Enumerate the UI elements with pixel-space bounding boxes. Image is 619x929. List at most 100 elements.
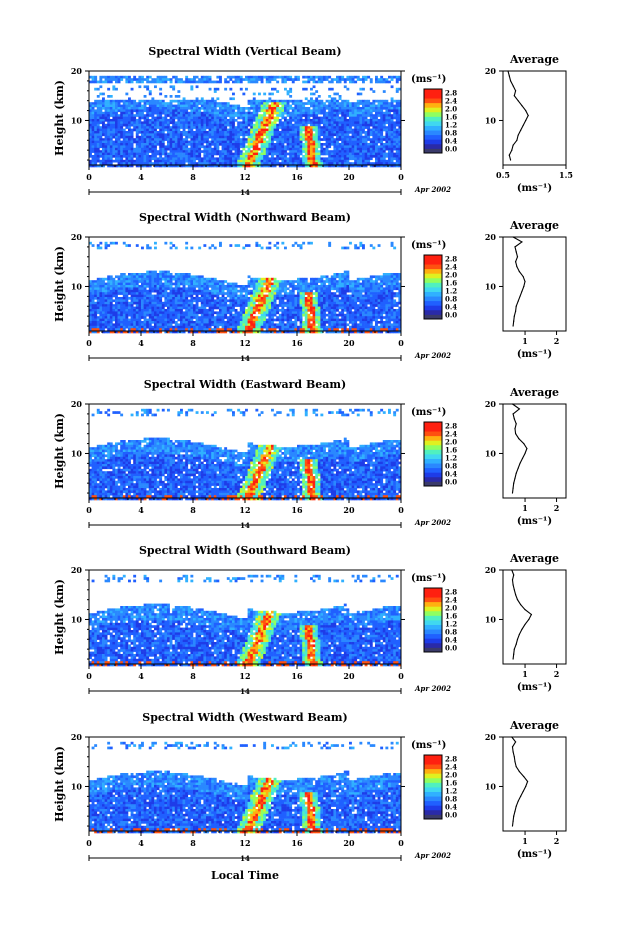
heatmap-cell xyxy=(91,78,95,81)
heatmap-cell xyxy=(216,321,220,324)
heatmap-cell xyxy=(388,155,391,158)
heatmap-cell xyxy=(333,109,337,113)
heatmap-cell xyxy=(351,152,355,156)
heatmap-cell xyxy=(172,162,176,165)
heatmap-cell xyxy=(180,304,183,307)
heatmap-cell xyxy=(99,301,103,305)
heatmap-cell xyxy=(187,143,191,146)
heatmap-cell xyxy=(177,90,181,93)
heatmap-cell xyxy=(172,135,176,139)
heatmap-cell xyxy=(369,109,373,113)
heatmap-cell xyxy=(307,116,311,120)
heatmap-cell xyxy=(102,147,105,151)
heatmap-cell xyxy=(356,140,360,144)
heatmap-cell xyxy=(349,119,352,122)
heatmap-cell xyxy=(159,292,163,295)
heatmap-cell xyxy=(193,287,196,291)
heatmap-cell xyxy=(146,277,150,281)
heatmap-cell xyxy=(156,99,160,103)
heatmap-cell xyxy=(388,164,391,168)
heatmap-cell xyxy=(395,78,399,81)
heatmap-cell xyxy=(146,78,150,81)
heatmap-cell xyxy=(203,152,207,156)
heatmap-cell xyxy=(310,87,313,91)
heatmap-cell xyxy=(206,126,209,129)
heatmap-cell xyxy=(154,316,157,319)
heatmap-cell xyxy=(362,162,365,165)
heatmap-cell xyxy=(325,119,329,122)
heatmap-cell xyxy=(148,159,152,163)
heatmap-cell xyxy=(203,311,207,315)
heatmap-cell xyxy=(203,330,207,334)
heatmap-cell xyxy=(271,114,274,117)
heatmap-cell xyxy=(161,304,165,307)
heatmap-cell xyxy=(356,162,360,165)
heatmap-cell xyxy=(317,155,321,158)
heatmap-cell xyxy=(208,102,212,105)
heatmap-cell xyxy=(161,162,165,165)
heatmap-cell xyxy=(219,138,222,141)
heatmap-cell xyxy=(112,135,116,139)
heatmap-cell xyxy=(229,294,233,298)
heatmap-cell xyxy=(122,123,126,127)
heatmap-cell xyxy=(265,99,269,103)
heatmap-cell xyxy=(315,162,319,165)
heatmap-cell xyxy=(169,95,173,98)
heatmap-cell xyxy=(193,309,196,312)
heatmap-cell xyxy=(164,313,168,317)
heatmap-cell xyxy=(172,292,176,295)
heatmap-cell xyxy=(117,282,121,286)
heatmap-cell xyxy=(336,145,339,149)
heatmap-cell xyxy=(268,116,272,120)
heatmap-cell xyxy=(255,155,259,158)
heatmap-cell xyxy=(252,92,256,96)
heatmap-cell xyxy=(351,140,355,144)
heatmap-cell xyxy=(185,131,189,134)
heatmap-cell xyxy=(193,275,196,279)
heatmap-cell xyxy=(395,152,399,156)
heatmap-cell xyxy=(377,128,381,132)
heatmap-cell xyxy=(203,109,207,113)
heatmap-cell xyxy=(247,133,251,137)
heatmap-cell xyxy=(289,78,293,81)
heatmap-cell xyxy=(112,304,116,307)
heatmap-cell xyxy=(133,140,137,144)
heatmap-cell xyxy=(187,285,191,288)
heatmap-cell xyxy=(203,294,207,298)
heatmap-cell xyxy=(190,155,194,158)
heatmap-cell xyxy=(377,145,381,149)
heatmap-cell xyxy=(99,111,103,115)
heatmap-cell xyxy=(112,289,116,293)
heatmap-cell xyxy=(281,111,285,115)
heatmap-cell xyxy=(120,323,124,327)
heatmap-cell xyxy=(289,95,293,98)
heatmap-cell xyxy=(234,297,238,300)
heatmap-cell xyxy=(115,304,118,307)
heatmap-cell xyxy=(138,330,142,334)
heatmap-cell xyxy=(122,309,126,312)
heatmap-cell xyxy=(193,162,196,165)
heatmap-cell xyxy=(336,152,339,156)
heatmap-cell xyxy=(247,128,251,132)
heatmap-cell xyxy=(156,325,160,329)
heatmap-cell xyxy=(281,128,285,132)
heatmap-cell xyxy=(299,99,303,103)
heatmap-cell xyxy=(174,133,178,137)
heatmap-cell xyxy=(320,80,324,84)
heatmap-cell xyxy=(159,87,163,91)
heatmap-cell xyxy=(297,126,300,129)
heatmap-cell xyxy=(268,107,272,110)
heatmap-cell xyxy=(143,304,147,307)
heatmap-cell xyxy=(281,143,285,146)
heatmap-cell xyxy=(307,157,311,161)
heatmap-cell xyxy=(377,157,381,161)
heatmap-cell xyxy=(143,325,147,329)
heatmap-cell xyxy=(211,104,215,108)
heatmap-cell xyxy=(242,135,246,139)
heatmap-cell xyxy=(156,131,160,134)
heatmap-cell xyxy=(143,128,147,132)
heatmap-cell xyxy=(128,155,131,158)
heatmap-cell xyxy=(172,121,176,125)
heatmap-cell xyxy=(317,102,321,105)
heatmap-cell xyxy=(174,275,178,279)
